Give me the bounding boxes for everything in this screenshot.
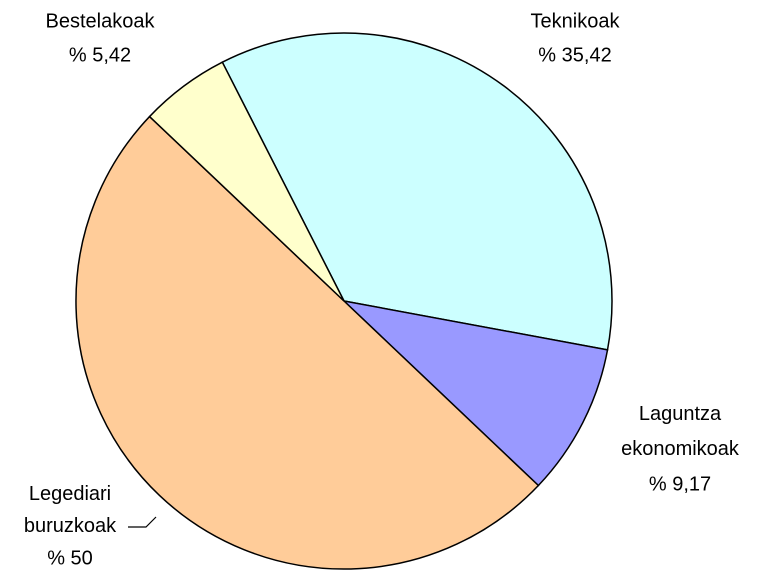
pie-wedge — [341, 299, 609, 487]
value-label: % 9,17 — [649, 473, 711, 495]
value-label: % 50 — [47, 547, 93, 569]
category-label: Legediari buruzkoak — [24, 483, 117, 537]
leader-line — [128, 516, 157, 528]
category-label: Bestelakoak — [46, 10, 156, 32]
pie-wedge — [148, 61, 345, 302]
value-label: % 35,42 — [538, 44, 611, 66]
category-label: Laguntza ekonomikoak — [621, 403, 740, 460]
category-label: Teknikoak — [531, 10, 621, 32]
pie-wedge — [221, 32, 613, 351]
value-label: % 5,42 — [69, 44, 131, 66]
pie-wedge — [75, 115, 540, 570]
